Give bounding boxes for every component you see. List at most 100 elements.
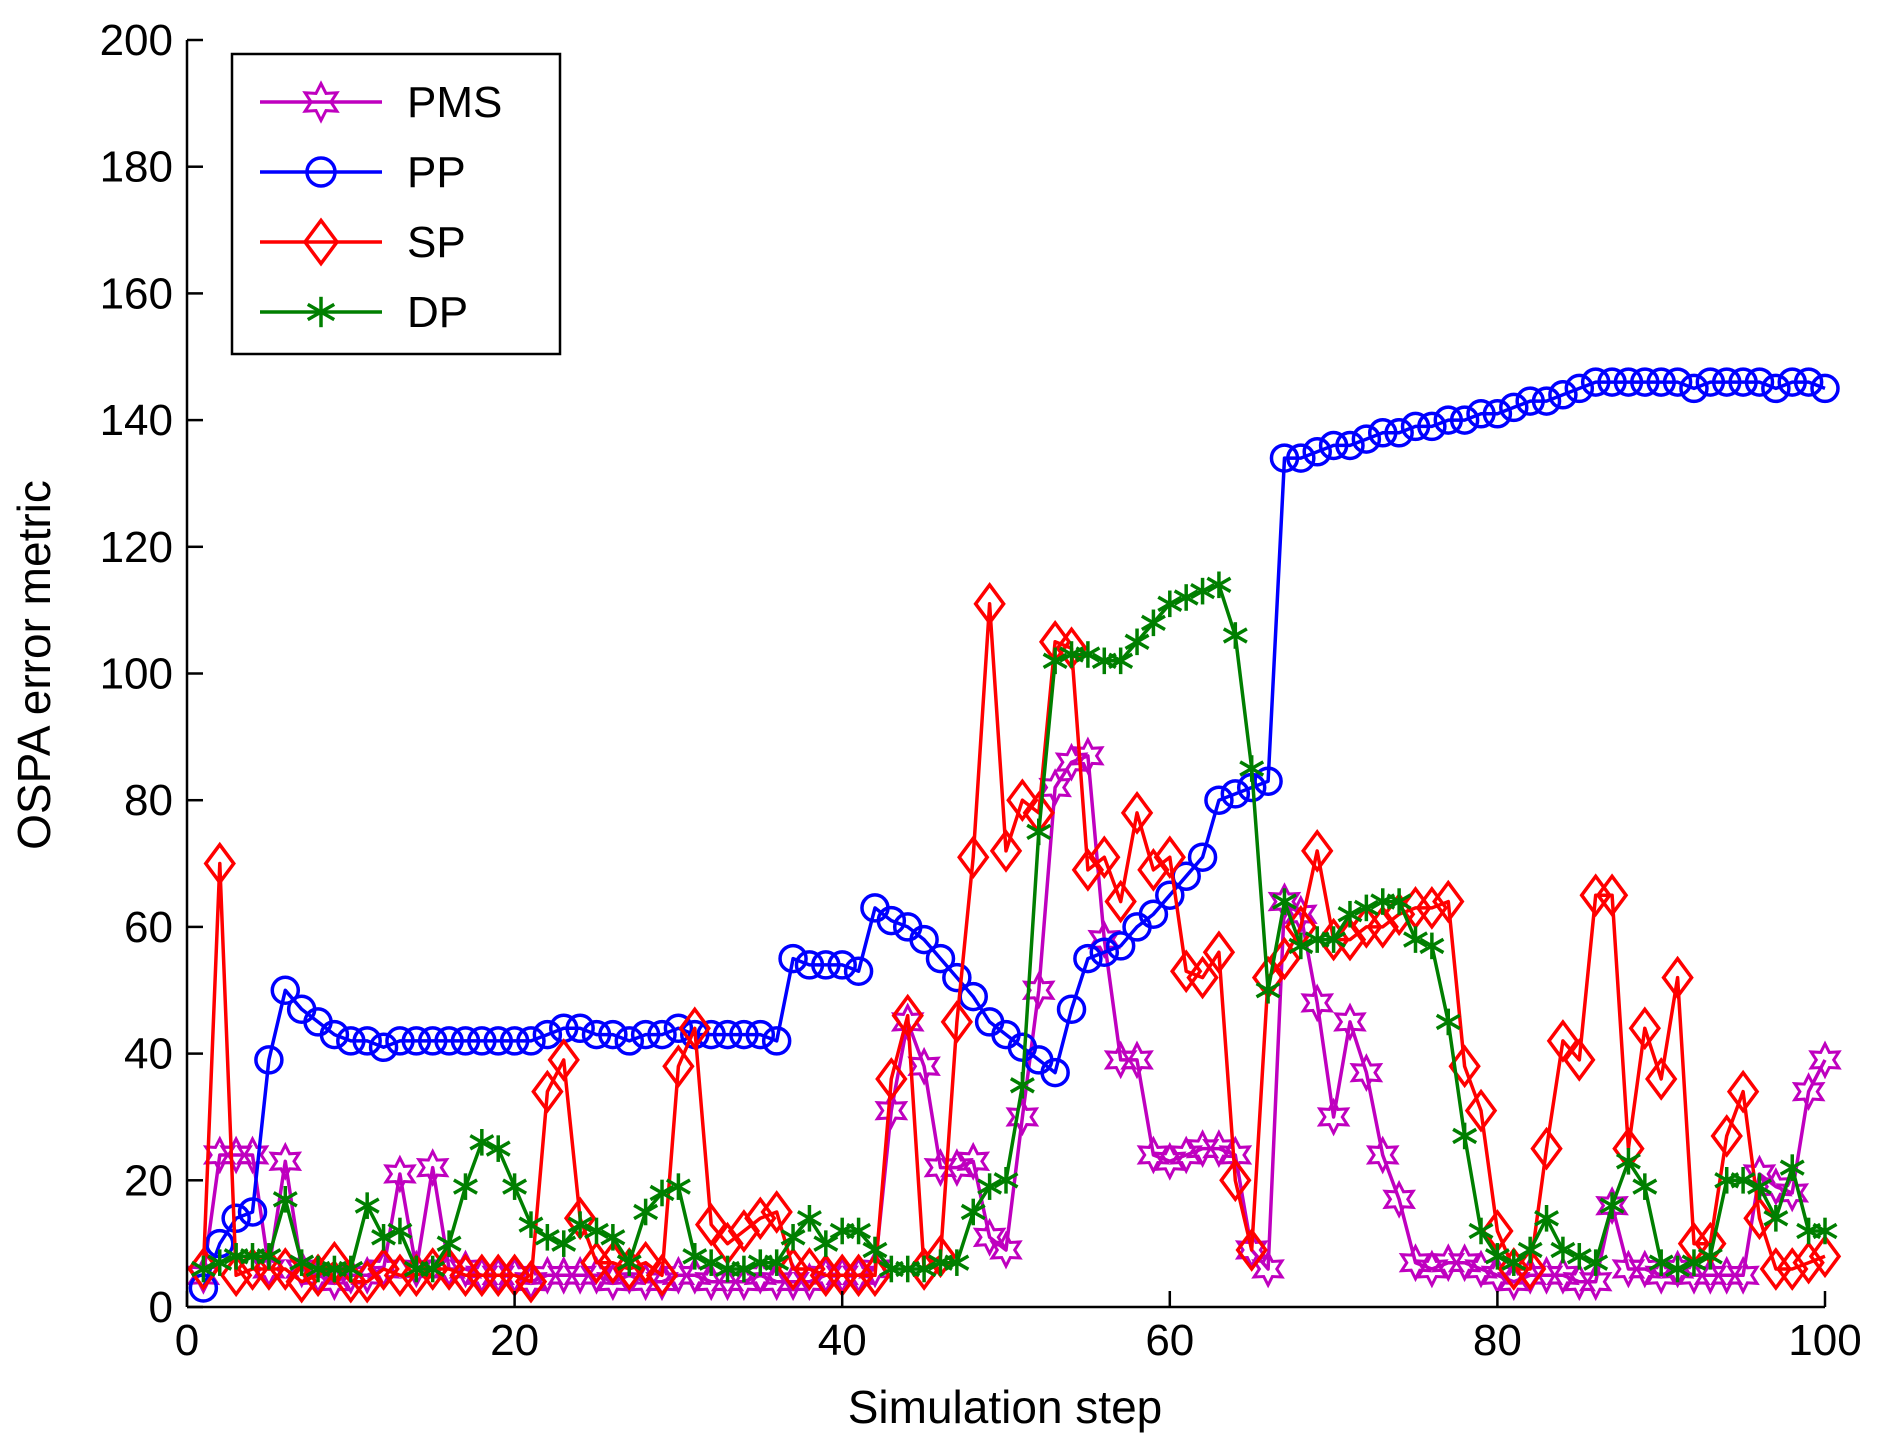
data-point-sp: [514, 1259, 548, 1304]
data-point-sp: [1350, 905, 1383, 949]
data-point-dp: [698, 1249, 724, 1276]
data-point-dp: [862, 1236, 888, 1264]
data-point-pp: [1367, 418, 1398, 448]
data-point-pp: [434, 1026, 464, 1056]
data-point-dp: [1583, 1249, 1609, 1276]
data-point-sp: [645, 1253, 679, 1298]
data-point-dp: [1665, 1255, 1691, 1283]
data-point-sp: [1743, 1196, 1776, 1241]
data-point-dp: [1648, 1249, 1674, 1276]
data-point-pp: [1302, 437, 1332, 467]
data-point-dp: [1386, 888, 1412, 915]
data-point-dp: [502, 1173, 528, 1200]
data-point-sp: [1776, 1247, 1809, 1291]
y-tick-label: 80: [124, 776, 173, 825]
data-point-dp: [780, 1224, 806, 1251]
data-point-pms: [1021, 970, 1056, 1010]
data-point-sp: [940, 1000, 974, 1044]
data-point-dp: [1157, 590, 1183, 618]
data-point-pms: [1578, 1262, 1613, 1302]
data-point-pp: [270, 975, 301, 1005]
data-point-dp: [731, 1255, 757, 1283]
data-point-pp: [598, 1019, 628, 1050]
data-point-sp: [1366, 905, 1399, 949]
data-point-dp: [1763, 1205, 1789, 1232]
y-tick-label: 0: [149, 1283, 173, 1332]
data-point-dp: [993, 1167, 1019, 1194]
data-point-pms: [1382, 1179, 1416, 1219]
data-point-sp: [744, 1196, 777, 1241]
data-point-pms: [989, 1230, 1023, 1270]
data-point-dp: [1239, 755, 1265, 782]
x-tick-label: 40: [818, 1316, 867, 1365]
data-point-sp: [1137, 848, 1170, 892]
data-point-dp: [616, 1249, 642, 1276]
data-point-sp: [432, 1247, 466, 1291]
legend: PMS PP SP DP: [230, 52, 562, 356]
data-point-sp: [1759, 1247, 1793, 1291]
data-point-pp: [1138, 899, 1169, 929]
data-point-pp: [1580, 367, 1611, 397]
data-point-pms: [874, 1091, 909, 1131]
data-point-dp: [1550, 1236, 1576, 1264]
data-point-pp: [1400, 411, 1431, 442]
x-axis-title: Simulation step: [848, 1381, 1163, 1433]
data-point-dp: [796, 1205, 822, 1232]
data-point-pp: [467, 1026, 497, 1056]
data-point-pp: [1105, 931, 1136, 961]
data-point-dp: [1517, 1236, 1543, 1264]
data-point-dp: [453, 1173, 478, 1200]
data-point-pp: [1777, 367, 1807, 397]
data-point-pp: [663, 1013, 694, 1044]
data-point-pp: [942, 962, 972, 993]
data-point-sp: [1792, 1240, 1825, 1285]
data-point-sp: [1202, 930, 1236, 975]
data-point-pp: [221, 1203, 251, 1234]
data-point-pp: [581, 1019, 612, 1050]
data-point-pp: [1515, 386, 1545, 416]
data-point-pms: [1595, 1186, 1629, 1225]
data-point-dp: [420, 1255, 446, 1283]
data-point-pp: [237, 1197, 268, 1227]
data-point-dp: [551, 1230, 577, 1257]
series-line-dp: [202, 583, 1825, 1271]
data-point-pp: [778, 943, 808, 974]
data-point-sp: [1595, 873, 1629, 918]
data-point-pp: [1695, 367, 1726, 397]
data-point-dp: [1353, 894, 1379, 922]
data-point-sp: [547, 1038, 580, 1082]
data-point-dp: [584, 1217, 609, 1245]
data-point-dp: [1321, 926, 1347, 953]
data-point-sp: [842, 1253, 875, 1298]
data-point-sp: [973, 581, 1006, 626]
data-point-pp: [1548, 380, 1578, 410]
data-point-pp: [1155, 880, 1185, 910]
data-point-sp: [1661, 955, 1694, 1000]
legend-marker-pp: [305, 156, 337, 188]
data-point-dp: [1222, 622, 1248, 649]
data-point-pp: [1384, 418, 1414, 448]
legend-item-pp: PP: [260, 148, 466, 197]
data-point-dp: [1779, 1154, 1805, 1181]
data-point-pp: [1711, 367, 1742, 397]
data-point-dp: [911, 1255, 937, 1283]
data-point-pms: [1300, 983, 1335, 1023]
data-point-dp: [1730, 1167, 1756, 1194]
data-point-sp: [351, 1259, 384, 1304]
data-point-pms: [1251, 1249, 1285, 1289]
data-point-pp: [1220, 779, 1251, 809]
data-point-dp: [256, 1243, 282, 1270]
data-point-dp: [1140, 609, 1166, 637]
data-point-pp: [909, 924, 939, 955]
y-tick-label: 180: [100, 143, 173, 192]
data-point-pp: [1269, 443, 1300, 473]
data-point-pp: [1187, 842, 1218, 872]
data-point-dp: [1435, 1008, 1461, 1036]
data-point-pms: [1120, 1040, 1154, 1080]
data-point-pp: [811, 950, 841, 980]
data-point-dp: [371, 1224, 397, 1251]
data-point-sp: [531, 1069, 564, 1114]
data-point-dp: [944, 1249, 970, 1276]
data-point-pp: [1466, 399, 1496, 429]
data-point-sp: [482, 1253, 515, 1298]
